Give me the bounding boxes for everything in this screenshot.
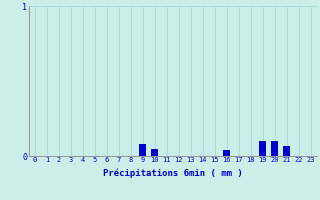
- Bar: [223, 150, 230, 156]
- Bar: [271, 141, 278, 156]
- Bar: [283, 146, 291, 156]
- X-axis label: Précipitations 6min ( mm ): Précipitations 6min ( mm ): [103, 169, 243, 178]
- Bar: [139, 144, 146, 156]
- Bar: [151, 148, 158, 156]
- Bar: [259, 141, 266, 156]
